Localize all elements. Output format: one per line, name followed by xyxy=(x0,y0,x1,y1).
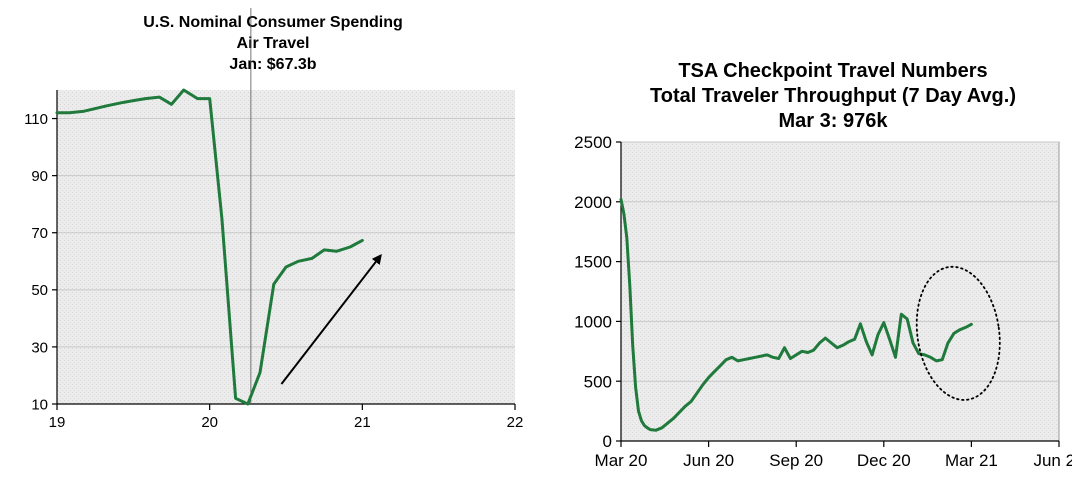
x-tick-label: Mar 21 xyxy=(945,451,998,470)
trend-arrow xyxy=(280,253,382,385)
y-tick-label: 50 xyxy=(31,282,48,299)
y-tick-label: 70 xyxy=(31,225,48,242)
x-tick-label: 19 xyxy=(49,414,66,431)
y-tick-label: 500 xyxy=(584,372,612,391)
chart-tsa-throughput: TSA Checkpoint Travel Numbers Total Trav… xyxy=(540,0,1072,486)
y-tick-label: 0 xyxy=(603,432,612,451)
x-tick-label: Sep 20 xyxy=(769,451,823,470)
y-tick-label: 10 xyxy=(31,396,48,413)
x-tick-label: Jun 20 xyxy=(683,451,734,470)
y-tick-label: 1500 xyxy=(574,253,612,272)
chart-title-line-3: Mar 3: 976k xyxy=(779,110,889,132)
chart-tsa-throughput-svg: TSA Checkpoint Travel Numbers Total Trav… xyxy=(574,60,1072,470)
chart-title-line-3: Jan: $67.3b xyxy=(229,56,316,73)
highlight-ellipse xyxy=(915,265,1001,401)
x-tick-label: Dec 20 xyxy=(857,451,911,470)
x-tick-label: Jun 21 xyxy=(1033,451,1072,470)
plot-area xyxy=(57,90,515,404)
y-tick-label: 90 xyxy=(31,168,48,185)
x-tick-label: 22 xyxy=(507,414,524,431)
y-tick-label: 2500 xyxy=(574,133,612,152)
y-tick-label: 2000 xyxy=(574,193,612,212)
chart-air-travel-svg: U.S. Nominal Consumer Spending Air Trave… xyxy=(24,8,524,431)
chart-title-line-1: TSA Checkpoint Travel Numbers xyxy=(678,60,987,82)
x-tick-label: 21 xyxy=(354,414,371,431)
chart-title-line-2: Air Travel xyxy=(237,35,310,52)
chart-title-line-2: Total Traveler Throughput (7 Day Avg.) xyxy=(650,85,1016,107)
x-tick-label: Mar 20 xyxy=(595,451,648,470)
chart-air-travel: U.S. Nominal Consumer Spending Air Trave… xyxy=(24,8,524,431)
y-tick-label: 110 xyxy=(24,111,48,128)
x-tick-label: 20 xyxy=(201,414,218,431)
series-line xyxy=(55,88,364,406)
plot-area xyxy=(620,141,1060,442)
y-tick-label: 1000 xyxy=(574,313,612,332)
series-line xyxy=(619,197,973,432)
chart-title-line-1: U.S. Nominal Consumer Spending xyxy=(143,14,403,31)
y-tick-label: 30 xyxy=(31,339,48,356)
